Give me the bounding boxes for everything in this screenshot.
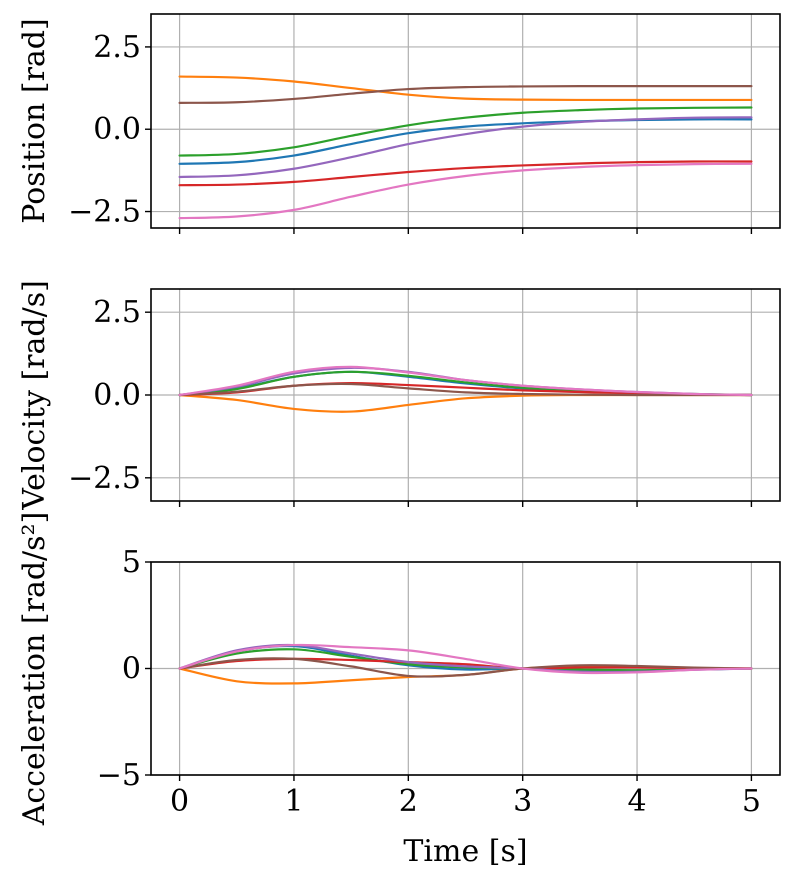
acceleration-ylabel: Acceleration [rad/s²]	[17, 512, 52, 827]
position-series-5-line	[178, 116, 753, 179]
acceleration-series-7-line	[178, 643, 753, 675]
position-series-3-line	[178, 106, 753, 157]
velocity-series-7-line	[178, 365, 753, 397]
velocity-series-6-line	[178, 382, 753, 397]
position-ytick-label-0: −2.5	[68, 195, 141, 230]
position-series-4-line	[178, 160, 753, 187]
acceleration-xtick-label-2: 2	[399, 784, 418, 819]
position-ytick-label-2: 2.5	[93, 30, 141, 65]
position-axes-frame	[150, 13, 781, 229]
position-series-1-line	[178, 118, 753, 165]
velocity-ylabel: Velocity [rad/s]	[17, 280, 52, 511]
velocity-series-2-line	[178, 393, 753, 413]
acceleration-xtick-label-4: 4	[627, 784, 646, 819]
velocity-ytick-label-1: 0.0	[93, 378, 141, 413]
acceleration-ytick-label-2: 5	[122, 545, 141, 580]
acceleration-xlabel: Time [s]	[403, 834, 527, 869]
acceleration-series-6-line	[178, 657, 753, 678]
position-panel: −2.5 0.0 2.5 Position [rad]	[17, 13, 781, 234]
acceleration-xtick-label-5: 5	[742, 784, 761, 819]
acceleration-xtick-label-3: 3	[513, 784, 532, 819]
acceleration-xtick-label-0: 0	[170, 784, 189, 819]
velocity-series-group	[178, 365, 753, 413]
position-series-6-line	[178, 84, 753, 104]
velocity-ytick-label-0: −2.5	[68, 461, 141, 496]
acceleration-series-group	[178, 643, 753, 685]
acceleration-ytick-label-1: 0	[122, 652, 141, 687]
position-ytick-label-1: 0.0	[93, 112, 141, 147]
position-series-7-line	[178, 162, 753, 220]
velocity-ytick-label-2: 2.5	[93, 295, 141, 330]
velocity-panel: −2.5 0.0 2.5 Velocity [rad/s]	[17, 280, 781, 511]
acceleration-ytick-label-0: −5	[97, 758, 141, 793]
acceleration-panel: 0 1 2 3 4 5 −5 0 5 Acceleration [rad/s²] Time [s]	[17, 512, 781, 869]
position-ylabel: Position [rad]	[17, 18, 52, 223]
acceleration-xtick-label-1: 1	[284, 784, 303, 819]
position-series-2-line	[178, 75, 753, 102]
position-series-group	[178, 75, 753, 220]
